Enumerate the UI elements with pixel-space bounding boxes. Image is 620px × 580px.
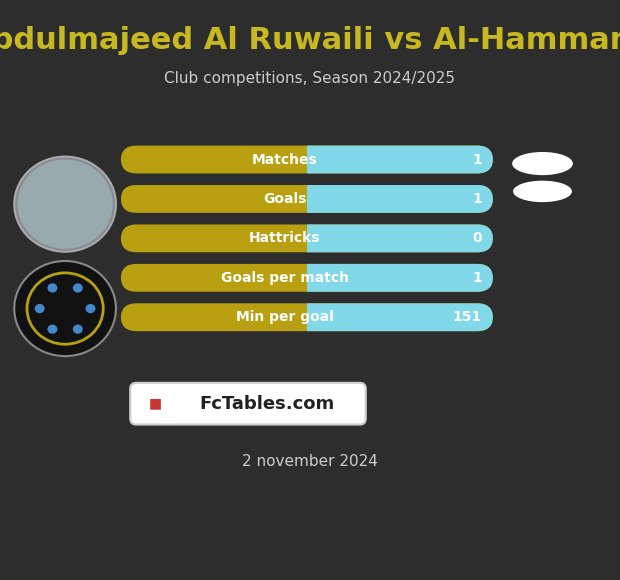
Text: Abdulmajeed Al Ruwaili vs Al-Hammami: Abdulmajeed Al Ruwaili vs Al-Hammami [0, 26, 620, 55]
Text: Matches: Matches [252, 153, 317, 166]
Circle shape [17, 160, 113, 249]
Bar [307, 179, 505, 219]
Bar [307, 219, 505, 258]
Ellipse shape [512, 152, 573, 175]
Text: Club competitions, Season 2024/2025: Club competitions, Season 2024/2025 [164, 71, 456, 86]
Text: 151: 151 [453, 310, 482, 324]
Text: Goals: Goals [263, 192, 306, 206]
Text: 2 november 2024: 2 november 2024 [242, 454, 378, 469]
FancyBboxPatch shape [121, 185, 493, 213]
FancyBboxPatch shape [121, 303, 493, 331]
Circle shape [14, 261, 116, 356]
Text: Min per goal: Min per goal [236, 310, 334, 324]
FancyBboxPatch shape [121, 224, 493, 252]
FancyBboxPatch shape [121, 303, 493, 331]
Text: 1: 1 [472, 271, 482, 285]
Text: Goals per match: Goals per match [221, 271, 348, 285]
FancyBboxPatch shape [121, 264, 493, 292]
Text: 1: 1 [472, 192, 482, 206]
FancyBboxPatch shape [121, 224, 493, 252]
Ellipse shape [513, 180, 572, 202]
Circle shape [47, 325, 57, 334]
Circle shape [73, 325, 82, 334]
Bar [307, 298, 505, 337]
Circle shape [35, 304, 45, 313]
Circle shape [73, 283, 82, 292]
Circle shape [47, 283, 57, 292]
Circle shape [14, 157, 116, 252]
FancyBboxPatch shape [121, 146, 493, 173]
Text: ■: ■ [148, 397, 162, 411]
FancyBboxPatch shape [121, 185, 493, 213]
Text: 1: 1 [472, 153, 482, 166]
Text: 0: 0 [472, 231, 482, 245]
Bar [307, 140, 505, 179]
Bar [307, 258, 505, 298]
Circle shape [86, 304, 95, 313]
FancyBboxPatch shape [130, 383, 366, 425]
Text: Hattricks: Hattricks [249, 231, 321, 245]
Text: FcTables.com: FcTables.com [199, 394, 334, 413]
FancyBboxPatch shape [121, 146, 493, 173]
FancyBboxPatch shape [121, 264, 493, 292]
